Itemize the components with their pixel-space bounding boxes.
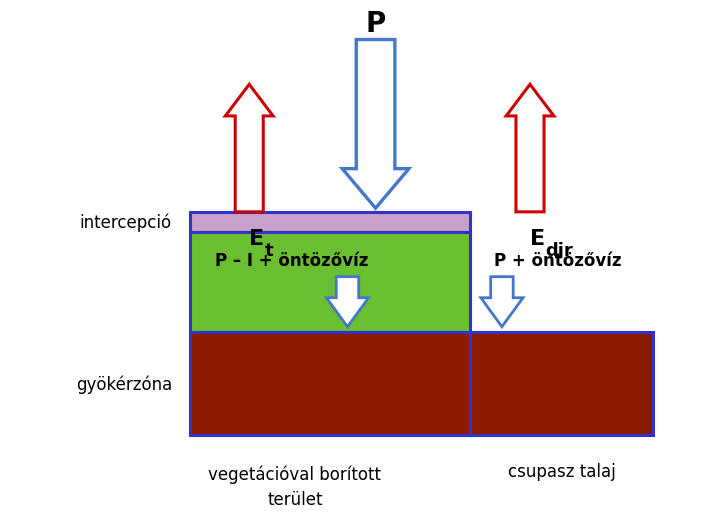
- Polygon shape: [225, 84, 273, 212]
- Bar: [190, 232, 470, 332]
- Text: E: E: [249, 229, 265, 249]
- Text: vegetációval borított
terület: vegetációval borított terület: [208, 466, 381, 509]
- Bar: [190, 212, 470, 232]
- Text: intercepció: intercepció: [80, 213, 172, 232]
- Text: dir: dir: [545, 241, 574, 260]
- Polygon shape: [343, 40, 409, 208]
- Text: csupasz talaj: csupasz talaj: [508, 463, 616, 481]
- Text: P – I + öntözővíz: P – I + öntözővíz: [215, 252, 368, 270]
- Text: P + öntözővíz: P + öntözővíz: [494, 252, 622, 270]
- Text: t: t: [265, 241, 273, 260]
- Bar: [470, 332, 653, 435]
- Text: gyökérzóna: gyökérzóna: [76, 375, 172, 394]
- Bar: [190, 332, 470, 435]
- Text: E: E: [530, 229, 545, 249]
- Polygon shape: [506, 84, 554, 212]
- Text: P: P: [366, 9, 385, 38]
- Polygon shape: [481, 277, 523, 327]
- Polygon shape: [326, 277, 369, 327]
